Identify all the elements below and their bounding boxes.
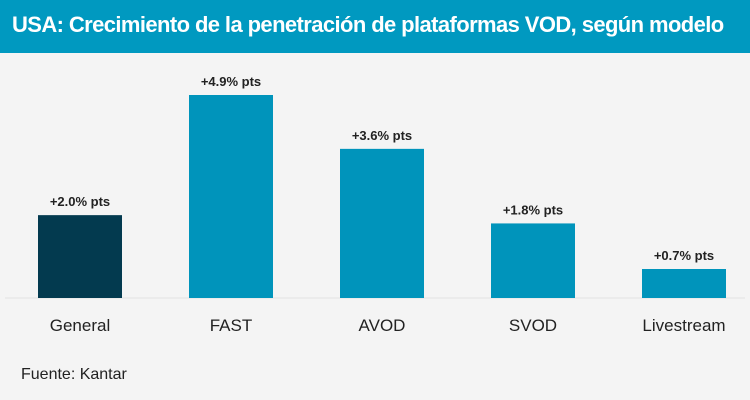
data-label-livestream: +0.7% pts [654, 248, 714, 263]
data-label-fast: +4.9% pts [201, 74, 261, 89]
bar-fast [189, 95, 273, 298]
category-label-livestream: Livestream [642, 316, 725, 335]
data-label-general: +2.0% pts [50, 194, 110, 209]
category-label-svod: SVOD [509, 316, 557, 335]
bar-general [38, 215, 122, 298]
data-label-svod: +1.8% pts [503, 202, 563, 217]
chart-title: USA: Crecimiento de la penetración de pl… [12, 12, 724, 37]
source-note: Fuente: Kantar [21, 366, 127, 383]
data-label-avod: +3.6% pts [352, 128, 412, 143]
title-banner: USA: Crecimiento de la penetración de pl… [0, 0, 750, 53]
bar-avod [340, 148, 424, 298]
category-label-general: General [50, 316, 110, 335]
bar-livestream [642, 269, 726, 298]
category-label-fast: FAST [210, 316, 253, 335]
bar-svod [491, 223, 575, 298]
category-label-avod: AVOD [359, 316, 406, 335]
